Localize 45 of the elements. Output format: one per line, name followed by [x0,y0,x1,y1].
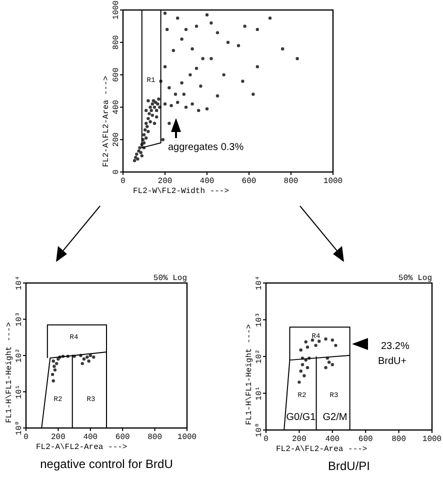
y-tick-label: 10² [15,348,24,363]
y-tick-label: 10³ [255,312,264,327]
chart-subtitle: 50% Log [398,274,432,283]
y-axis-title: FL2-A\FL2-Area ---> [102,76,111,167]
annotation: BrdU+ [378,356,407,367]
x-axis-title: FL2-A\FL2-Area ---> [276,445,368,454]
x-tick-label: 400 [325,435,340,444]
y-tick-label: 1000 [112,0,121,20]
chart-subtitle: 50% Log [153,274,188,283]
x-tick-label: 600 [242,177,256,186]
x-tick-label: 200 [50,433,66,442]
x-tick-label: 400 [200,177,214,186]
x-tick-label: 800 [284,177,298,186]
y-tick-label: 10¹ [255,386,264,400]
y-tick-label: 800 [112,35,121,50]
x-tick-label: 800 [392,435,406,444]
y-tick-label: 200 [112,132,121,147]
text: BrdU/PI [328,459,370,473]
y-tick-label: 10⁴ [255,276,264,290]
y-tick-label: 10³ [15,312,24,326]
y-axis-title: FL1-H\FL1-Height ---> [245,324,254,425]
x-tick-label: 1000 [323,177,343,186]
y-tick-label: 600 [112,67,121,82]
x-tick-label: 1000 [422,435,442,444]
y-tick-label: 10⁰ [15,420,24,436]
annotation: aggregates 0.3% [168,142,244,153]
y-axis-title: FL1-H\FL1-Height ---> [5,322,14,423]
x-tick-label: 200 [292,435,307,444]
y-tick-label: 10⁰ [255,422,264,438]
text: negative control for BrdU [40,457,173,471]
annotation: 23.2% [381,341,410,352]
y-tick-label: 0 [112,169,121,174]
annotation: G2/M [322,412,348,423]
x-tick-label: 400 [83,433,98,442]
y-tick-label: 10⁴ [15,276,24,290]
x-tick-label: 1000 [177,433,197,442]
y-tick-label: 400 [112,100,121,114]
x-tick-label: 200 [158,177,172,186]
x-axis-title: FL2-W\FL2-Width ---> [133,187,230,196]
x-tick-label: 600 [358,435,373,444]
x-axis-title: FL2-A\FL2-Area ---> [36,443,128,452]
annotation: G0/G1 [286,412,316,423]
y-tick-label: 10² [255,349,264,364]
y-tick-label: 10¹ [15,384,24,399]
x-tick-label: 800 [148,433,162,442]
